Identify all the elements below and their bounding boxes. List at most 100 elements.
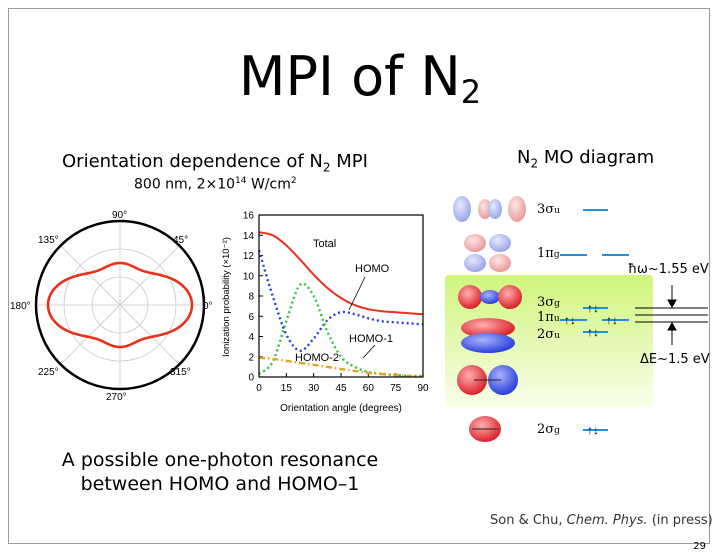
page-number: 29	[693, 541, 706, 552]
photon-energy-label: ħω~1.55 eV	[628, 262, 709, 277]
series-label-homo-2: HOMO-2	[295, 352, 339, 364]
mo-diagram: ↑↓ ↑↓ ↑↓ ↑↓ ↑↓	[453, 196, 708, 442]
left-heading-text: Orientation dependence of N	[62, 151, 323, 172]
chart-series	[257, 231, 424, 378]
y-tick-label: 14	[243, 231, 255, 242]
polar-outer-ring	[34, 219, 206, 391]
chart-frame	[258, 214, 424, 378]
y-tick-label: 12	[243, 251, 255, 262]
label-3sigma-g: 3σg	[537, 295, 560, 310]
caption: A possible one-photon resonance between …	[60, 448, 380, 496]
label-3sigma-u-sub: u	[554, 206, 560, 216]
polar-label-180: 180°	[10, 301, 31, 312]
polar-label-270: 270°	[106, 392, 127, 403]
right-heading-text: N	[517, 147, 531, 168]
slide-title: MPI of N2	[0, 50, 720, 111]
x-tick-label: 45	[335, 383, 347, 394]
orbital-1pi-g	[464, 234, 511, 272]
y-tick-label: 8	[248, 292, 254, 303]
series-line-total	[258, 231, 424, 316]
label-2sigma-u-main: 2σ	[537, 327, 555, 342]
electrons-1pi-u-b: ↑↓	[606, 313, 618, 327]
chart-ylabel: Ionization probability (×10⁻²)	[221, 237, 232, 357]
orbital-3sigma-u	[453, 196, 526, 222]
x-tick-label: 30	[308, 383, 320, 394]
polar-plot: 90° 45° 0° 315° 270° 225° 180° 135°	[10, 210, 213, 403]
y-tick-label: 10	[243, 271, 255, 282]
slide-frame	[8, 8, 710, 544]
left-heading: Orientation dependence of N2 MPI	[62, 151, 368, 175]
orbital-2sigma-u	[457, 365, 518, 395]
label-2sigma-g: 2σg	[537, 422, 560, 437]
title-text: MPI of N	[238, 45, 461, 108]
right-heading: N2 MO diagram	[517, 147, 654, 171]
energy-bracket	[635, 285, 708, 345]
y-tick-label: 2	[248, 352, 254, 363]
electrons-2sigma-g: ↑↓	[587, 423, 599, 437]
left-heading-subscript: 2	[322, 160, 331, 175]
polar-grid	[36, 221, 204, 389]
series-line-homo-2	[258, 356, 424, 378]
citation-status: (in press)	[647, 513, 713, 528]
orbital-1pi-u	[461, 318, 515, 353]
caption-line-2: between HOMO and HOMO–1	[80, 473, 360, 495]
label-3sigma-g-sub: g	[554, 299, 560, 309]
conditions-exponent: 14	[235, 176, 247, 186]
electrons-3sigma-g: ↑↓	[587, 301, 599, 315]
conditions-unit: W/cm	[246, 176, 291, 193]
series-line-homo	[257, 250, 424, 352]
polar-label-45: 45°	[173, 235, 188, 246]
citation-authors: Son & Chu,	[490, 513, 567, 528]
y-tick-label: 4	[248, 332, 254, 343]
conditions-text: 800 nm, 2×10	[134, 176, 236, 193]
polar-label-0: 0°	[203, 301, 213, 312]
conditions-unit-exponent: 2	[290, 176, 297, 186]
homo-1-pointer	[362, 344, 376, 359]
polar-label-315: 315°	[170, 367, 191, 378]
label-1pi-u-main: 1π	[537, 310, 554, 325]
citation-journal: Chem. Phys.	[566, 513, 648, 528]
x-tick-label: 15	[281, 383, 293, 394]
label-1pi-u: 1πu	[537, 310, 560, 325]
x-tick-label: 90	[417, 383, 429, 394]
chart-ticks: 0 15 30 45 60 75 90 0 2 4 6 8 10 12 14 16	[243, 211, 429, 395]
electrons-2sigma-u: ↑↓	[587, 325, 599, 339]
label-2sigma-g-sub: g	[554, 426, 560, 436]
y-tick-label: 6	[248, 312, 254, 323]
series-label-total: Total	[313, 238, 336, 250]
left-heading-tail: MPI	[330, 151, 368, 172]
polar-label-90: 90°	[112, 210, 127, 221]
x-tick-label: 75	[390, 383, 402, 394]
caption-line-1: A possible one-photon resonance	[61, 449, 379, 471]
orbital-2sigma-g	[469, 416, 501, 442]
label-1pi-g-main: 1π	[537, 246, 554, 261]
label-3sigma-g-main: 3σ	[537, 295, 555, 310]
label-2sigma-g-main: 2σ	[537, 422, 555, 437]
x-tick-label: 0	[256, 383, 262, 394]
right-heading-subscript: 2	[530, 156, 539, 171]
label-3sigma-u-main: 3σ	[537, 202, 555, 217]
orbital-3sigma-g	[458, 285, 522, 309]
polar-label-135: 135°	[38, 235, 59, 246]
conditions-label: 800 nm, 2×1014 W/cm2	[134, 176, 297, 193]
homo-pointer	[348, 276, 366, 311]
energy-levels	[560, 209, 629, 431]
label-1pi-g-sub: g	[553, 250, 560, 260]
x-tick-label: 60	[363, 383, 375, 394]
series-label-homo: HOMO	[355, 263, 390, 275]
series-label-homo-1: HOMO-1	[349, 333, 393, 345]
citation: Son & Chu, Chem. Phys. (in press)	[490, 513, 713, 528]
y-tick-label: 0	[248, 373, 254, 384]
electron-pairs: ↑↓ ↑↓ ↑↓ ↑↓ ↑↓	[564, 301, 618, 437]
y-tick-label: 16	[243, 211, 255, 222]
label-1pi-u-sub: u	[553, 314, 560, 324]
chart-xlabel: Orientation angle (degrees)	[280, 403, 402, 414]
polar-label-225: 225°	[38, 367, 59, 378]
label-2sigma-u-sub: u	[554, 331, 560, 341]
label-2sigma-u: 2σu	[537, 327, 560, 342]
energy-gap-label: ΔE~1.5 eV	[640, 352, 710, 367]
label-1pi-g: 1πg	[537, 246, 560, 261]
title-subscript: 2	[460, 73, 482, 111]
line-chart: 0 15 30 45 60 75 90 0 2 4 6 8 10 12 14 16 Orientation a…	[221, 211, 429, 415]
polar-curve	[46, 261, 194, 349]
